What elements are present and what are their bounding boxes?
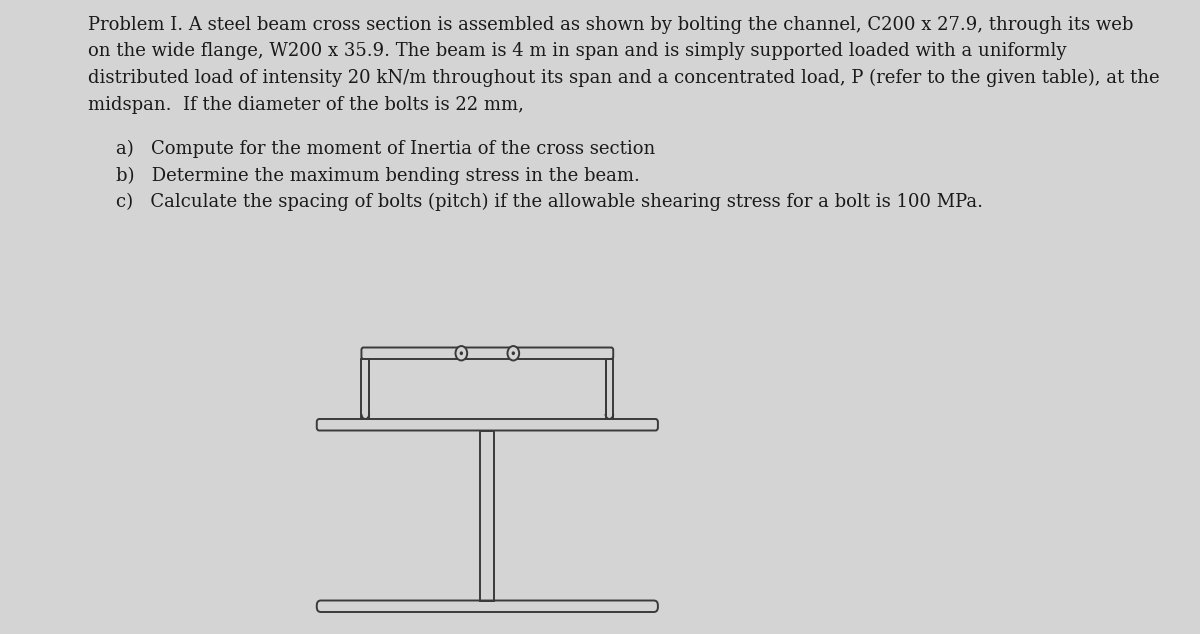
- Circle shape: [508, 346, 520, 361]
- Circle shape: [456, 346, 467, 361]
- Text: distributed load of intensity 20 kN/m throughout its span and a concentrated loa: distributed load of intensity 20 kN/m th…: [88, 69, 1159, 87]
- Text: Problem I. A steel beam cross section is assembled as shown by bolting the chann: Problem I. A steel beam cross section is…: [88, 16, 1133, 34]
- Text: on the wide flange, W200 x 35.9. The beam is 4 m in span and is simply supported: on the wide flange, W200 x 35.9. The bea…: [88, 42, 1067, 60]
- Circle shape: [461, 352, 462, 354]
- Text: midspan.  If the diameter of the bolts is 22 mm,: midspan. If the diameter of the bolts is…: [88, 96, 523, 113]
- Text: a)   Compute for the moment of Inertia of the cross section: a) Compute for the moment of Inertia of …: [116, 140, 655, 158]
- Text: b)   Determine the maximum bending stress in the beam.: b) Determine the maximum bending stress …: [116, 167, 640, 184]
- Text: c)   Calculate the spacing of bolts (pitch) if the allowable shearing stress for: c) Calculate the spacing of bolts (pitch…: [116, 193, 983, 211]
- Circle shape: [512, 352, 515, 354]
